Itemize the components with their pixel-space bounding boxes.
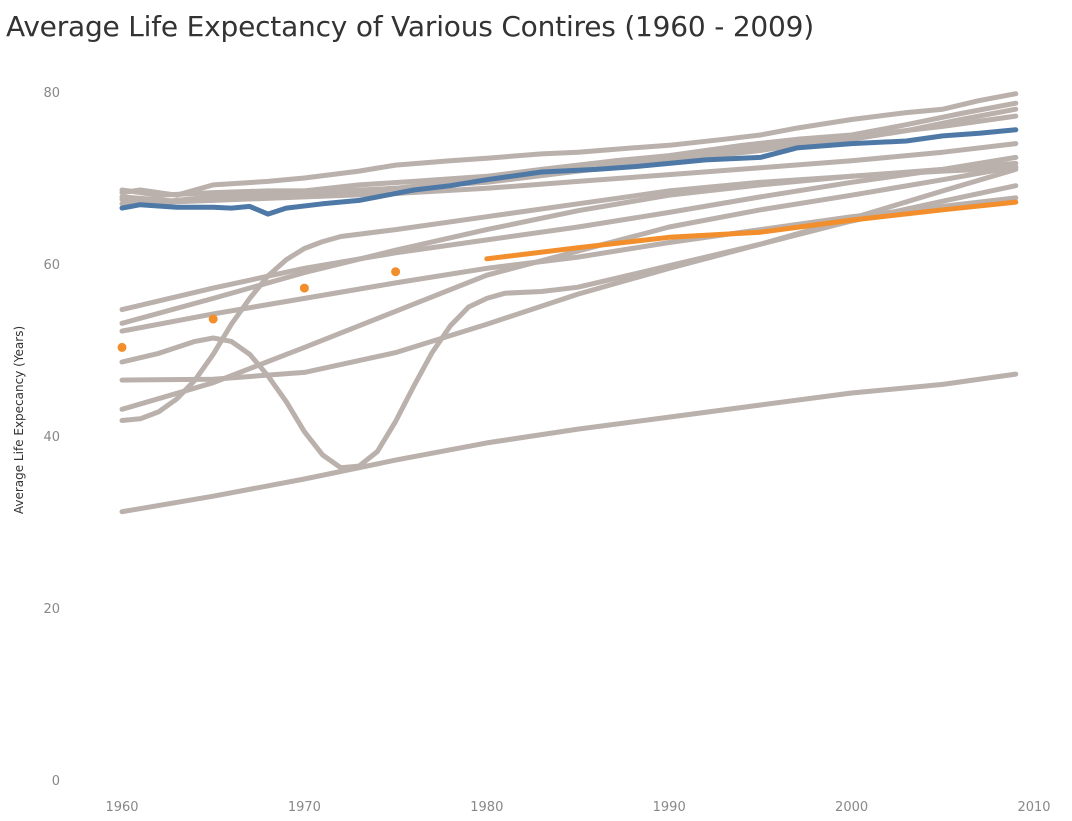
y-tick-label: 60 [43, 258, 60, 273]
y-tick-label: 80 [43, 86, 60, 101]
series-line-10[interactable] [119, 164, 1019, 412]
series-line-11[interactable] [119, 166, 1019, 383]
y-tick-label: 20 [43, 602, 60, 617]
data-point[interactable] [391, 267, 401, 277]
data-point[interactable] [117, 342, 127, 352]
x-tick-label: 1990 [653, 800, 686, 815]
series-line-12[interactable] [119, 371, 1019, 515]
x-tick-label: 2000 [835, 800, 868, 815]
data-point[interactable] [208, 314, 218, 324]
x-tick-label: 2010 [1017, 800, 1050, 815]
x-tick-label: 1960 [105, 800, 138, 815]
x-tick-label: 1970 [288, 800, 321, 815]
x-tick-label: 1980 [470, 800, 503, 815]
data-point[interactable] [299, 283, 309, 293]
series-line-5[interactable] [119, 154, 1019, 313]
series-line-0[interactable] [119, 91, 1019, 198]
series-line-13[interactable] [119, 127, 1019, 217]
series-line-4[interactable] [119, 141, 1019, 207]
series-line-9[interactable] [119, 183, 1019, 471]
y-tick-label: 0 [52, 774, 60, 789]
y-tick-label: 40 [43, 430, 60, 445]
series-line-3[interactable] [119, 113, 1019, 205]
chart-title: Average Life Expectancy of Various Conti… [6, 10, 814, 43]
series-line-14[interactable] [484, 199, 1019, 262]
series-line-2[interactable] [119, 106, 1019, 204]
series-line-8[interactable] [119, 165, 1019, 423]
